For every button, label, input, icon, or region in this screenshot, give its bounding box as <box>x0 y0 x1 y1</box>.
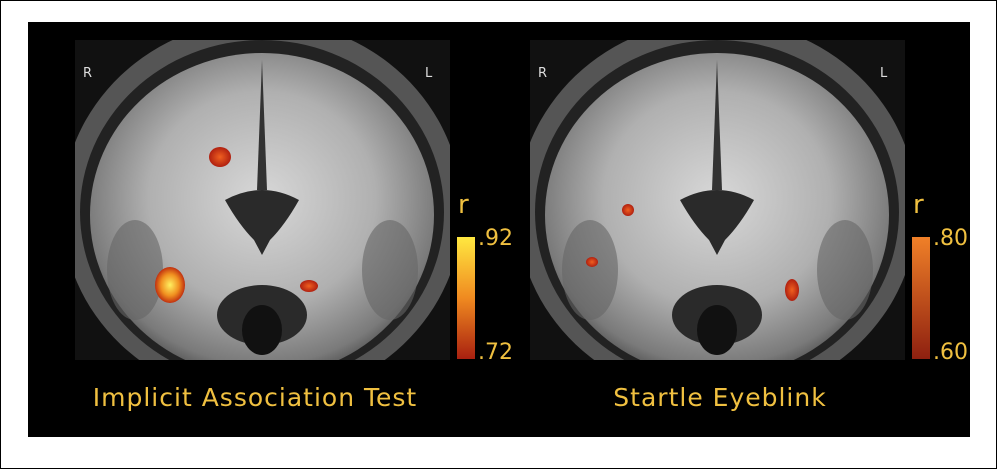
scale-bottom: .60 <box>933 340 968 365</box>
activation <box>209 147 231 167</box>
brain-panel: R Lr .92 .72 Implicit Association Test <box>62 20 513 412</box>
scale-label: r <box>458 190 469 220</box>
hemisphere-marker: R <box>538 66 547 81</box>
activation <box>155 267 185 303</box>
brain-image <box>62 20 462 400</box>
activation <box>586 257 598 267</box>
brain-panel: R Lr .80 .60 Startle Eyeblink <box>517 20 968 412</box>
brain-image <box>517 20 917 400</box>
hemisphere-marker: L <box>425 66 433 81</box>
caption: Implicit Association Test <box>93 383 417 412</box>
activation <box>300 280 318 292</box>
scale-top: .80 <box>933 226 968 251</box>
scale-top: .92 <box>478 226 513 251</box>
caption: Startle Eyeblink <box>613 383 826 412</box>
panels: R Lr .92 .72 Implicit Association Test R Lr .80… <box>62 20 968 412</box>
hemisphere-marker: L <box>880 66 888 81</box>
activation <box>622 204 634 216</box>
colorbar <box>457 237 475 359</box>
scale-label: r <box>913 190 924 220</box>
hemisphere-marker: R <box>83 66 92 81</box>
brain-scan <box>62 20 462 400</box>
colorbar <box>912 237 930 359</box>
scale-bottom: .72 <box>478 340 513 365</box>
activation <box>785 279 799 301</box>
brain-scan <box>517 20 917 400</box>
